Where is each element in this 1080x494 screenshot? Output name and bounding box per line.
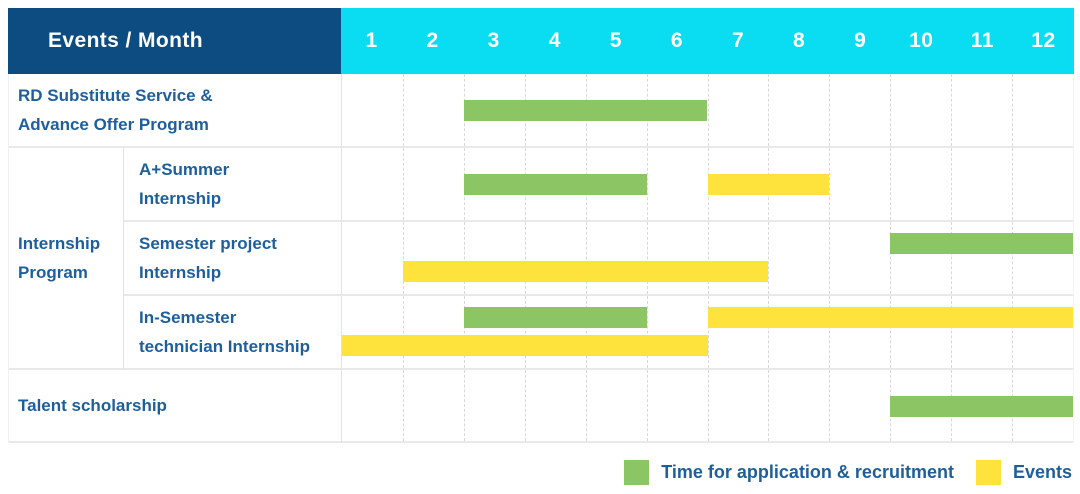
month-gridline — [1012, 296, 1073, 368]
month-gridline — [768, 296, 829, 368]
month-gridline — [646, 148, 708, 220]
month-gridline — [707, 370, 769, 441]
legend-label-events: Events — [1012, 462, 1072, 482]
month-gridline — [951, 296, 1012, 368]
month-header-cell: 11 — [970, 29, 994, 52]
month-gridline — [890, 222, 951, 294]
month-gridlines — [342, 222, 1073, 294]
month-gridlines — [342, 296, 1073, 368]
month-gridline — [1012, 222, 1073, 294]
month-gridline — [707, 74, 769, 146]
month-header-cell: 9 — [854, 29, 867, 52]
gantt-bar-event — [707, 307, 1073, 328]
month-gridline — [1012, 148, 1073, 220]
legend-swatch-events-yellow — [975, 460, 1001, 485]
month-header-cell: 5 — [609, 29, 622, 52]
month-gridline — [890, 296, 951, 368]
timeline-in-semester-technician — [342, 296, 1073, 370]
gantt-bar-application — [890, 233, 1073, 254]
month-header-cell: 1 — [365, 29, 378, 52]
month-gridline — [646, 222, 708, 294]
month-gridline — [463, 370, 525, 441]
header-title-cell: Events / Month — [8, 8, 341, 74]
timeline-talent-scholarship — [342, 370, 1073, 443]
month-gridline — [342, 296, 403, 368]
month-gridline — [646, 296, 708, 368]
month-header-cell: 7 — [731, 29, 745, 52]
month-gridline — [585, 222, 647, 294]
month-gridline — [829, 370, 890, 441]
gantt-bar-event — [342, 335, 708, 356]
month-gridline — [402, 74, 464, 146]
month-gridline — [524, 370, 586, 441]
month-gridline — [402, 222, 464, 294]
group-label-internship-program: Internship Program — [9, 148, 124, 370]
month-gridline — [829, 74, 890, 146]
month-header-row: 1 2 3 4 5 6 7 8 9 10 11 12 — [341, 8, 1074, 74]
month-header-cell: 8 — [793, 29, 806, 52]
legend-label-application: Time for application & recruitment — [661, 462, 954, 482]
legend-item-events: Events — [975, 460, 1072, 485]
month-gridline — [342, 74, 403, 146]
legend: Time for application & recruitment Event… — [624, 460, 1072, 485]
row-label-a-plus-summer: A+Summer Internship — [124, 148, 342, 222]
month-gridline — [829, 296, 890, 368]
month-header-cell: 12 — [1031, 29, 1056, 52]
legend-swatch-application-green — [624, 460, 650, 485]
month-gridline — [342, 148, 403, 220]
timeline-a-plus-summer — [342, 148, 1073, 222]
table-body: RD Substitute Service & Advance Offer Pr… — [8, 74, 1074, 443]
month-gridline — [524, 222, 586, 294]
month-gridline — [524, 296, 586, 368]
gantt-table: Events / Month 1 2 3 4 5 6 7 8 9 10 11 12 RD Substi… — [8, 8, 1074, 443]
table-header: Events / Month 1 2 3 4 5 6 7 8 9 10 11 12 — [8, 8, 1074, 74]
month-gridline — [585, 370, 647, 441]
gantt-bar-event — [402, 261, 769, 282]
gantt-bar-event — [707, 174, 830, 195]
timeline-semester-project — [342, 222, 1073, 296]
row-label-in-semester-technician: In-Semester technician Internship — [124, 296, 342, 370]
month-gridline — [1012, 74, 1073, 146]
month-gridline — [707, 296, 769, 368]
month-gridline — [768, 222, 829, 294]
month-gridline — [402, 296, 464, 368]
month-gridline — [768, 370, 829, 441]
month-header-cell: 10 — [909, 29, 934, 52]
month-gridline — [342, 222, 403, 294]
month-gridline — [463, 222, 525, 294]
month-gridline — [707, 222, 769, 294]
month-gridline — [951, 74, 1012, 146]
month-gridline — [585, 296, 647, 368]
row-label-talent-scholarship: Talent scholarship — [9, 370, 342, 443]
month-gridline — [402, 370, 464, 441]
month-gridline — [951, 148, 1012, 220]
gantt-bar-application — [463, 100, 708, 121]
month-gridlines — [342, 74, 1073, 146]
month-gridline — [890, 74, 951, 146]
month-gridline — [890, 148, 951, 220]
month-gridline — [463, 296, 525, 368]
row-label-rd-substitute: RD Substitute Service & Advance Offer Pr… — [9, 74, 342, 148]
gantt-bar-application — [890, 395, 1073, 417]
month-gridline — [768, 74, 829, 146]
row-label-semester-project: Semester project Internship — [124, 222, 342, 296]
month-gridline — [829, 222, 890, 294]
month-gridline — [646, 370, 708, 441]
month-header-cell: 2 — [426, 29, 439, 52]
month-gridline — [829, 148, 890, 220]
legend-item-application: Time for application & recruitment — [624, 460, 954, 485]
timeline-rd-substitute — [342, 74, 1073, 148]
gantt-bar-application — [463, 307, 647, 328]
gantt-bar-application — [463, 174, 647, 195]
month-header-cell: 4 — [548, 29, 561, 52]
month-gridline — [402, 148, 464, 220]
month-gridline — [342, 370, 403, 441]
month-header-cell: 3 — [487, 29, 500, 52]
month-header-cell: 6 — [670, 29, 684, 52]
month-gridline — [951, 222, 1012, 294]
